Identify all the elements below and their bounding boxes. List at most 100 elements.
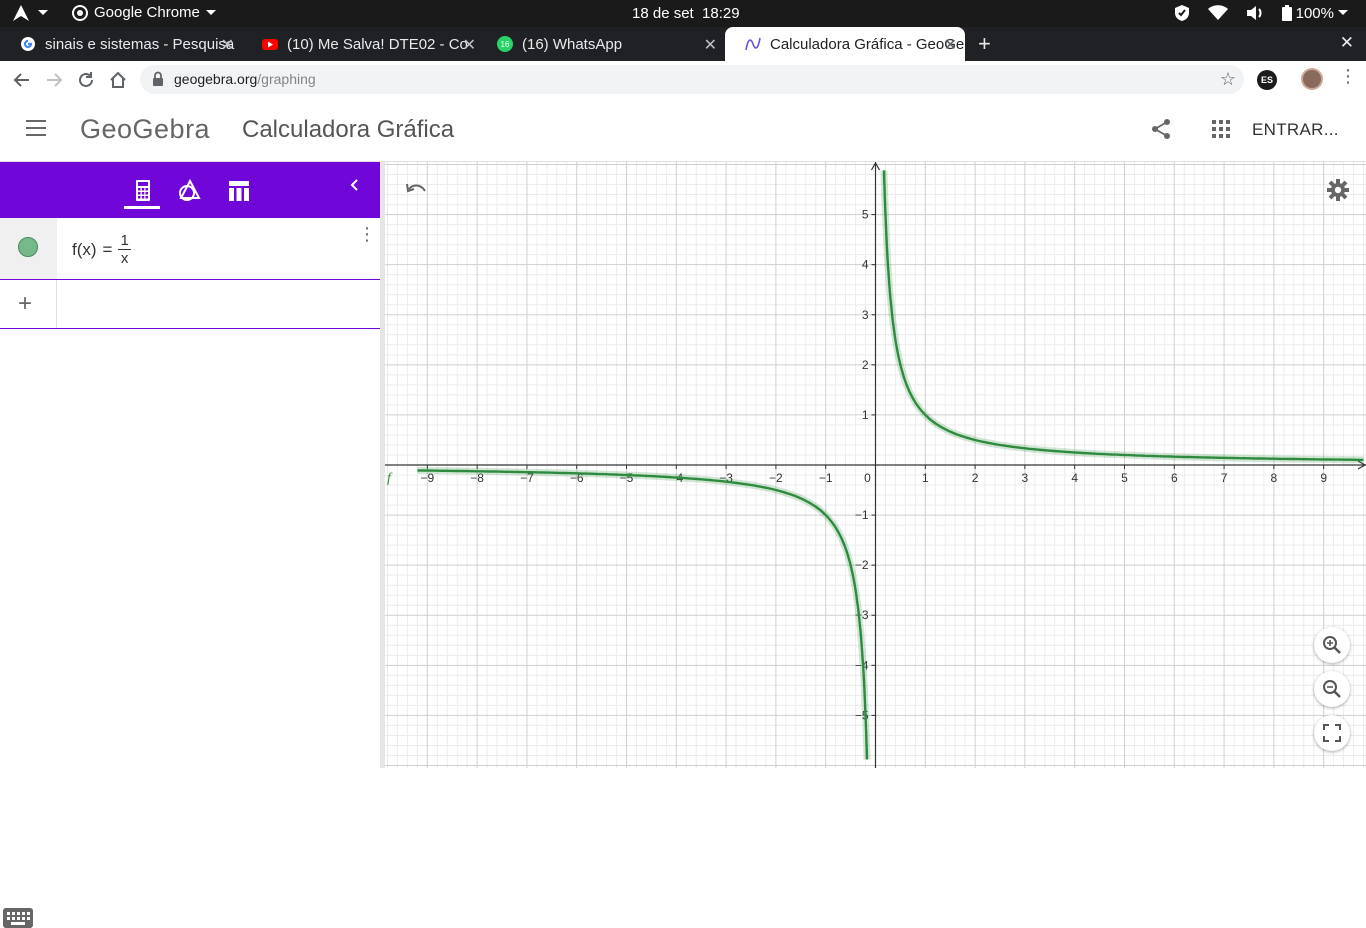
x-tick-label: 2 <box>972 471 979 485</box>
geogebra-icon <box>745 37 761 51</box>
x-tick-label: 6 <box>1171 471 1178 485</box>
curve-branch[interactable] <box>882 170 1364 462</box>
apps-grid-icon[interactable] <box>1212 120 1230 138</box>
undo-icon[interactable] <box>404 180 428 200</box>
y-tick-label: 5 <box>862 208 869 222</box>
close-window-icon[interactable]: ✕ <box>1339 33 1354 52</box>
url-text[interactable]: geogebra.org/graphing <box>174 71 316 87</box>
geogebra-logo[interactable]: GeoGebra <box>80 114 211 144</box>
arch-logo-icon <box>13 5 29 21</box>
page-title: Calculadora Gráfica <box>242 116 455 143</box>
table-icon[interactable] <box>226 178 252 204</box>
x-tick-label: 4 <box>1071 471 1078 485</box>
fraction-numerator: 1 <box>118 232 131 250</box>
app-menu[interactable]: Google Chrome <box>72 4 216 21</box>
chevron-down-icon <box>38 10 48 15</box>
axes <box>385 162 1366 768</box>
youtube-icon <box>262 39 278 50</box>
tools-icon[interactable] <box>177 178 203 204</box>
app-name-label: Google Chrome <box>94 4 200 21</box>
activities-button[interactable] <box>12 4 48 22</box>
curve-branch[interactable] <box>417 469 869 760</box>
address-toolbar: geogebra.org/graphing ☆ ES ⋮ <box>0 61 1366 98</box>
zoom-out-icon <box>1323 680 1341 698</box>
reload-icon[interactable] <box>76 70 96 90</box>
chevron-left-icon[interactable] <box>348 178 362 192</box>
chevron-down-icon <box>205 9 216 15</box>
calculator-icon[interactable] <box>130 178 156 204</box>
close-tab-icon[interactable]: ✕ <box>703 37 717 54</box>
volume-icon <box>1246 6 1262 20</box>
tab-title: (16) WhatsApp <box>522 35 623 53</box>
visibility-marble-icon[interactable] <box>18 237 38 257</box>
graph-canvas[interactable]: −9 −8 −7 −6 −5 −4 −3 −2 −1 0 1 2 3 4 5 6 7 8 954321−1−2−3−… <box>385 162 1366 768</box>
whatsapp-icon: 16 <box>497 36 513 52</box>
close-tab-icon[interactable]: ✕ <box>462 37 476 54</box>
battery-icon <box>1281 5 1292 21</box>
tab-title: Calculadora Gráfica - GeoGebra <box>770 35 965 53</box>
x-tick-label: −9 <box>420 471 434 485</box>
add-item-cell[interactable]: + <box>0 280 57 328</box>
x-tick-label: −7 <box>520 471 534 485</box>
graphics-view[interactable]: −9 −8 −7 −6 −5 −4 −3 −2 −1 0 1 2 3 4 5 6 7 8 9 5 4 3 2 1 −1 −2 −3−… <box>385 162 1366 768</box>
system-tray[interactable]: 100% <box>1174 4 1348 22</box>
geogebra-header: GeoGebra Calculadora Gráfica ENTRAR... <box>0 98 1366 162</box>
x-tick-label: 3 <box>1022 471 1029 485</box>
fullscreen-icon <box>1323 724 1341 742</box>
y-tick-label: 3 <box>862 308 869 322</box>
clock[interactable]: 18 de set 18:29 <box>632 5 740 22</box>
tick-labels: −9 −8 −7 −6 −5 −4 −3 −2 −1 0 1 2 3 4 5 6 7 8 954321−1−2−3−… <box>420 208 1327 723</box>
tab-whatsapp[interactable]: 16 (16) WhatsApp ✕ <box>477 27 725 61</box>
battery-level: 100% <box>1295 4 1334 22</box>
expression[interactable]: f(x) = 1 x <box>72 232 131 267</box>
zoom-out-button[interactable] <box>1314 671 1350 707</box>
tab-title: (10) Me Salva! DTE02 - Co <box>287 35 468 53</box>
y-tick-label: 4 <box>862 258 869 272</box>
svg-text:16: 16 <box>501 40 510 49</box>
settings-gear-icon[interactable] <box>1326 178 1350 202</box>
fraction-denominator: x <box>120 250 129 267</box>
extension-icon[interactable]: ES <box>1257 70 1277 90</box>
zoom-in-button[interactable] <box>1314 627 1350 663</box>
share-icon[interactable] <box>1150 118 1172 140</box>
profile-avatar[interactable] <box>1301 68 1323 90</box>
y-tick-label: −4 <box>855 658 869 672</box>
algebra-input-row[interactable]: + <box>0 280 380 329</box>
close-tab-icon[interactable]: ✕ <box>943 37 957 54</box>
y-tick-label: 1 <box>862 408 869 422</box>
fullscreen-button[interactable] <box>1314 715 1350 751</box>
x-tick-label: 8 <box>1271 471 1278 485</box>
x-tick-label: 7 <box>1221 471 1228 485</box>
visibility-toggle[interactable] <box>0 218 57 279</box>
os-top-bar: Google Chrome 18 de set 18:29 100% <box>0 0 1366 27</box>
y-axis-arrow <box>870 162 881 171</box>
url-bar[interactable]: geogebra.org/graphing ☆ <box>140 65 1244 94</box>
curve-label-f[interactable]: f <box>387 471 393 486</box>
item-menu-icon[interactable]: ⋮ <box>358 224 376 244</box>
tab-google-search[interactable]: sinais e sistemas - Pesquisa ✕ <box>0 27 242 61</box>
x-axis-arrow <box>1357 460 1366 470</box>
plus-icon[interactable]: + <box>18 290 33 317</box>
x-tick-label: 9 <box>1320 471 1327 485</box>
x-tick-label: −1 <box>819 471 833 485</box>
algebra-item-f[interactable]: f(x) = 1 x ⋮ <box>0 218 380 280</box>
tab-youtube[interactable]: (10) Me Salva! DTE02 - Co ✕ <box>242 27 484 61</box>
main-menu-icon[interactable] <box>26 120 46 141</box>
close-tab-icon[interactable]: ✕ <box>220 37 234 54</box>
x-tick-label: −8 <box>470 471 484 485</box>
back-arrow-icon[interactable] <box>12 70 32 90</box>
login-button[interactable]: ENTRAR... <box>1252 120 1339 139</box>
new-tab-button[interactable]: + <box>978 31 991 56</box>
lock-icon[interactable] <box>152 71 164 87</box>
x-tick-label: −2 <box>769 471 783 485</box>
panel-splitter[interactable] <box>380 162 385 768</box>
function-curve[interactable] <box>417 170 1364 760</box>
keyboard-icon[interactable] <box>3 908 33 928</box>
chevron-down-icon <box>1338 10 1348 15</box>
algebra-panel: f(x) = 1 x ⋮ + <box>0 162 380 928</box>
bookmark-star-icon[interactable]: ☆ <box>1219 69 1236 89</box>
forward-arrow-icon[interactable] <box>44 70 64 90</box>
home-icon[interactable] <box>108 70 128 90</box>
browser-menu-icon[interactable]: ⋮ <box>1339 66 1357 86</box>
tab-geogebra[interactable]: Calculadora Gráfica - GeoGebra ✕ <box>725 27 965 61</box>
